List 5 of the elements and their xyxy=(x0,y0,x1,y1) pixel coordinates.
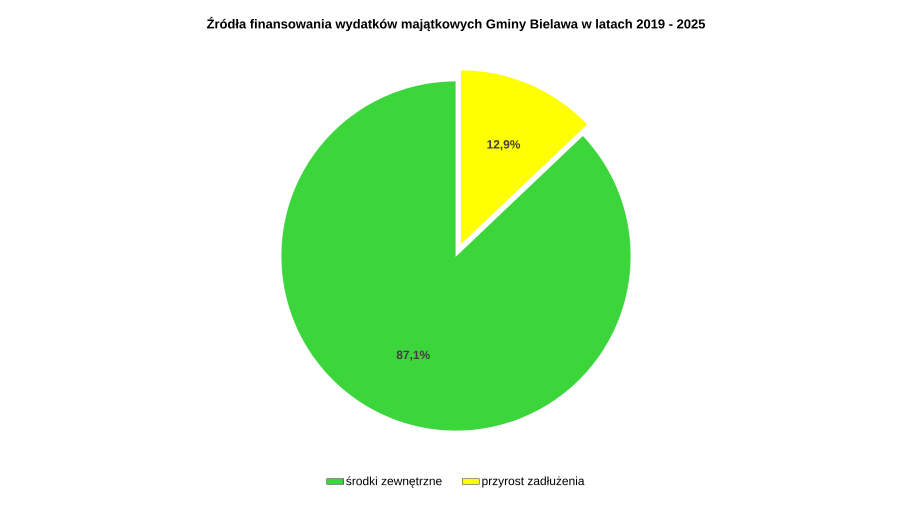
data-label: 87,1% xyxy=(396,350,430,361)
legend-label: przyrost zadłużenia xyxy=(482,476,585,488)
legend-label: środki zewnętrzne xyxy=(346,476,442,488)
data-label: 12,9% xyxy=(487,140,520,150)
chart-title: Źródła finansowania wydatków majątkowych Gminy Bielawa w latach 2019 - 2025 xyxy=(206,16,706,32)
